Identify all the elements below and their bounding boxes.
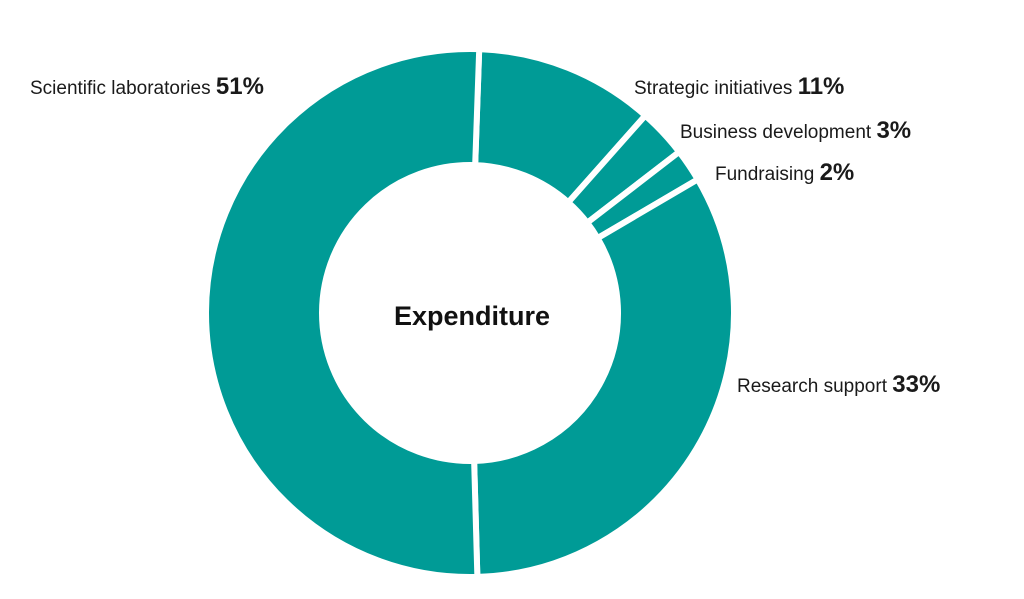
slice-label-scientific-laboratories: Scientific laboratories 51% [30,73,264,100]
slice-scientific-laboratories [203,46,483,580]
slice-label-name: Business development [680,122,876,143]
slice-label-value: 3% [876,117,911,144]
slice-label-value: 33% [892,371,940,398]
slice-label-value: 51% [216,73,264,100]
slice-labels: Strategic initiatives 11% Business develo… [30,73,940,398]
slice-label-name: Scientific laboratories [30,78,216,99]
slice-label-name: Fundraising [715,164,820,185]
donut-slices [203,46,737,580]
slice-label-fundraising: Fundraising 2% [715,159,854,186]
slice-label-value: 2% [820,159,855,186]
slice-label-business-development: Business development 3% [680,117,911,144]
slice-label-value: 11% [798,73,845,100]
slice-label-research-support: Research support 33% [737,371,940,398]
slice-label-name: Strategic initiatives [634,78,798,99]
donut-center-title: Expenditure [394,301,550,331]
slice-label-strategic-initiatives: Strategic initiatives 11% [634,73,844,100]
slice-label-name: Research support [737,376,892,397]
slice-research-support [471,175,737,580]
